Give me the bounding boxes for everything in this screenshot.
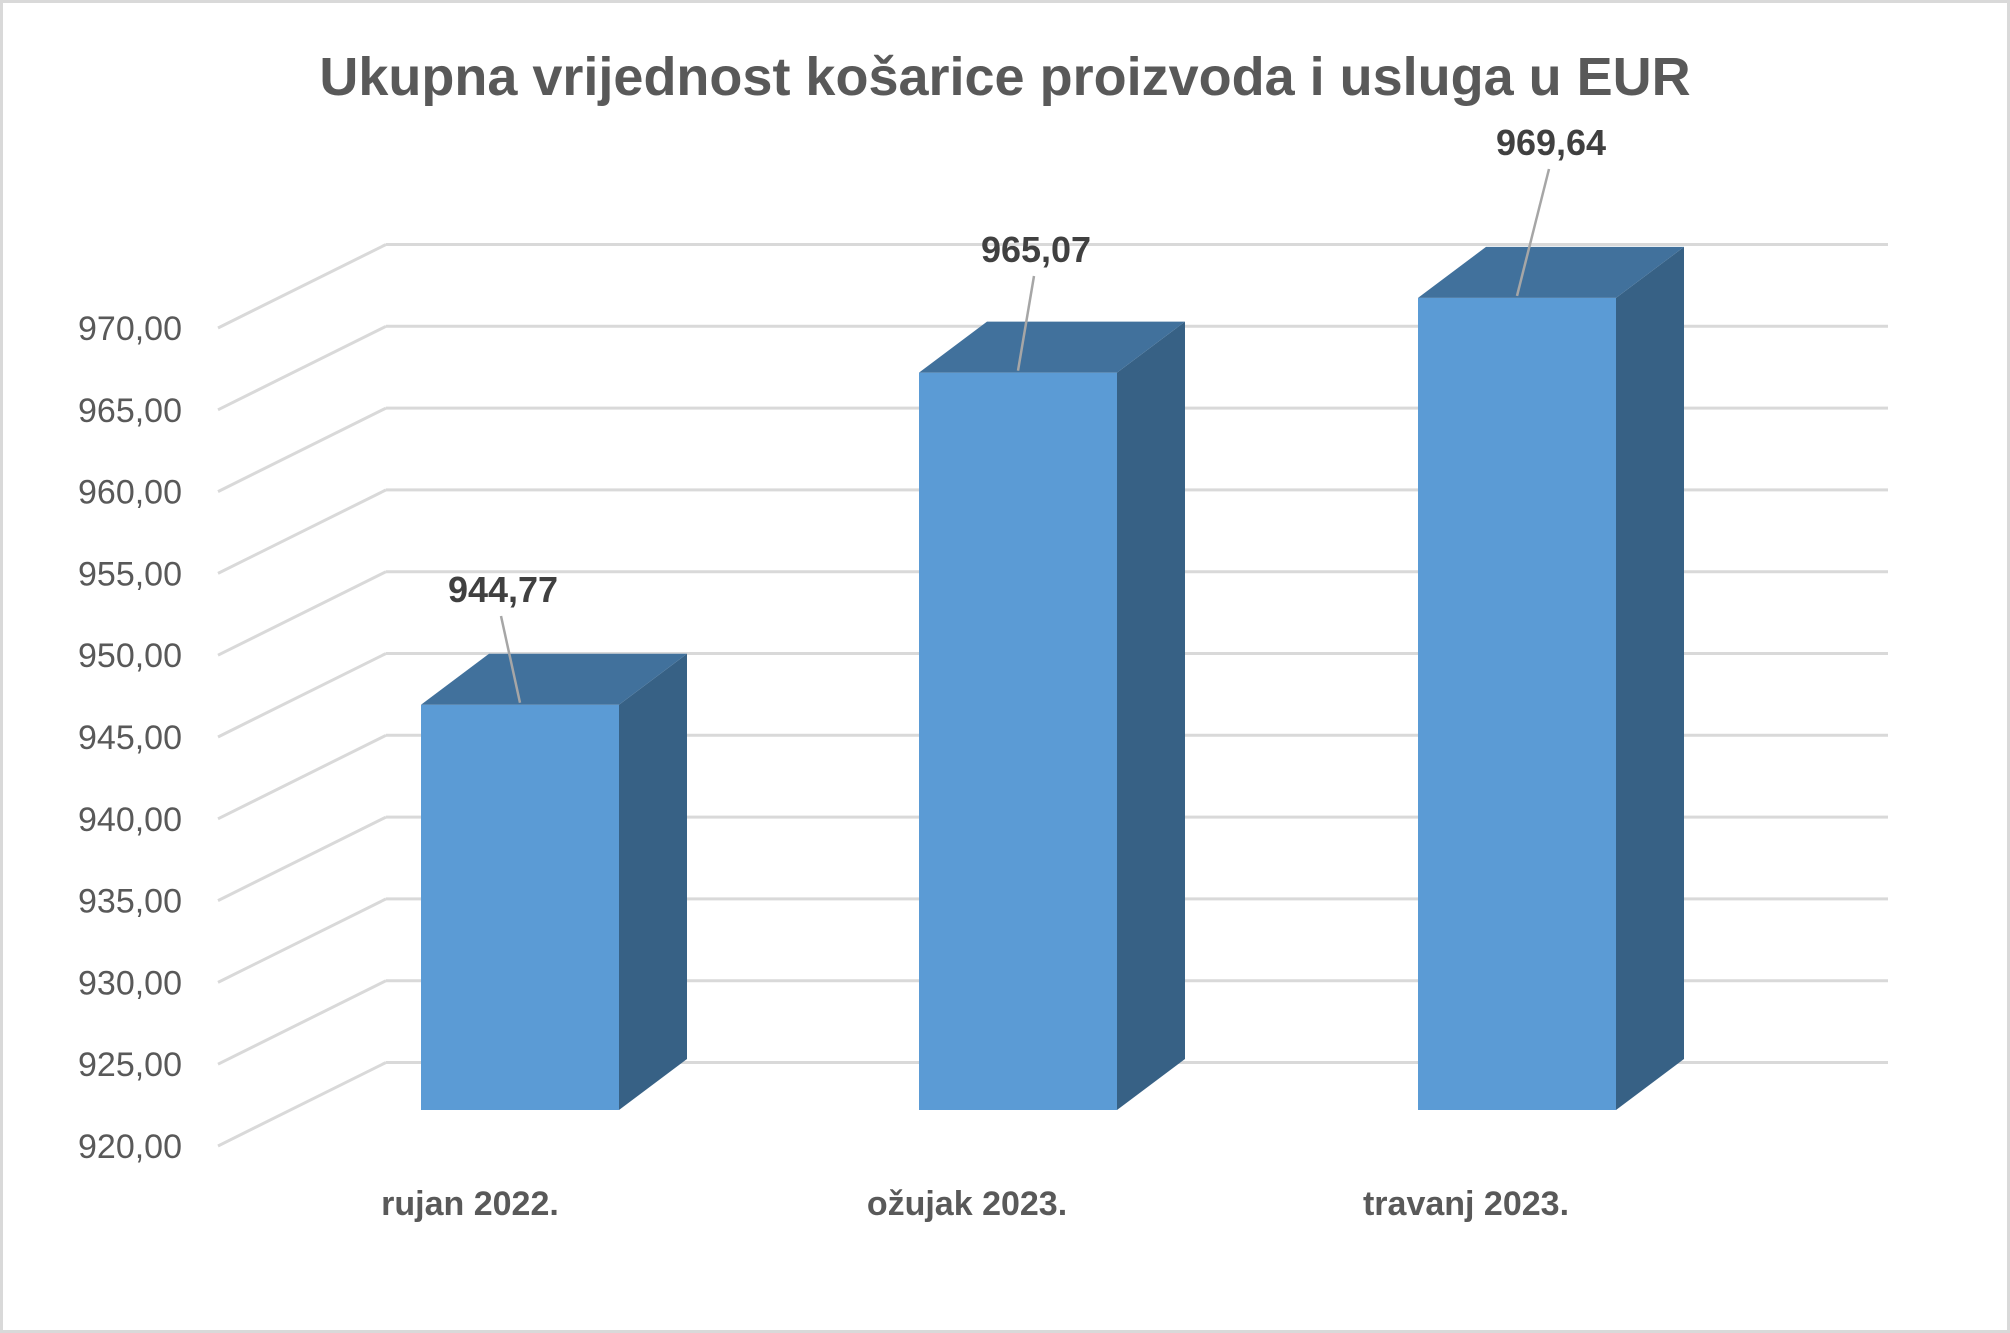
data-label: 969,64 (1496, 122, 1606, 163)
chart-title: Ukupna vrijednost košarice proizvoda i u… (319, 47, 1690, 107)
gridline-diagonal (217, 652, 387, 739)
bar-side (619, 653, 687, 1110)
y-tick-label: 955,00 (78, 555, 182, 593)
y-tick-label: 920,00 (78, 1128, 182, 1166)
gridline-diagonal (217, 979, 387, 1066)
leader-line (499, 615, 522, 704)
data-label: 944,77 (448, 569, 558, 610)
x-axis: rujan 2022. ožujak 2023. travanj 2023. (381, 1185, 1569, 1223)
x-tick-label: rujan 2022. (381, 1185, 559, 1223)
gridline-diagonal (217, 897, 387, 984)
gridline-diagonal (217, 324, 387, 412)
gridline-diagonal (217, 570, 387, 657)
bar-top (919, 321, 1185, 373)
y-tick-label: 930,00 (78, 964, 182, 1002)
bar-front (1418, 297, 1616, 1110)
data-label: 965,07 (981, 229, 1091, 270)
x-tick-label: ožujak 2023. (867, 1185, 1067, 1223)
bar-front (421, 704, 619, 1110)
leader-line (1515, 168, 1551, 297)
bar-top (1418, 246, 1684, 298)
y-tick-label: 925,00 (78, 1046, 182, 1084)
gridline-diagonal (217, 733, 387, 821)
gridline-diagonal (217, 488, 387, 575)
bar-side (1117, 321, 1185, 1110)
gridline-diagonal (217, 1061, 387, 1148)
y-tick-label: 960,00 (78, 474, 182, 512)
x-tick-label: travanj 2023. (1363, 1185, 1569, 1223)
y-tick-label: 950,00 (78, 637, 182, 675)
y-tick-label: 965,00 (78, 392, 182, 430)
bar-front (919, 372, 1117, 1110)
leader-line (1016, 275, 1036, 371)
y-tick-label: 935,00 (78, 883, 182, 921)
y-axis: 920,00 925,00 930,00 935,00 940,00 945,00 950,… (78, 310, 182, 1166)
bar-top (421, 653, 687, 705)
y-tick-label: 945,00 (78, 719, 182, 757)
gridline-diagonal (217, 406, 387, 493)
gridline-diagonal (217, 815, 387, 902)
data-labels: 944,77 965,07 969,64 (448, 122, 1606, 704)
bars (421, 246, 1684, 1111)
gridline-diagonal (217, 243, 387, 330)
bar-side (1616, 246, 1684, 1111)
y-tick-label: 970,00 (78, 310, 182, 348)
y-tick-label: 940,00 (78, 801, 182, 839)
